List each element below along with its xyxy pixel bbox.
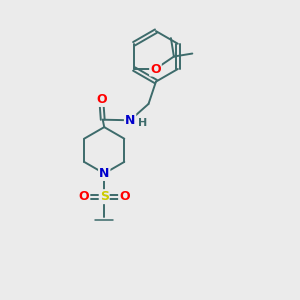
Text: O: O	[119, 190, 130, 203]
Text: O: O	[79, 190, 89, 203]
Text: S: S	[100, 190, 109, 203]
Text: O: O	[150, 62, 161, 76]
Text: N: N	[99, 167, 110, 180]
Text: O: O	[96, 93, 106, 106]
Text: N: N	[125, 114, 135, 127]
Text: H: H	[138, 118, 148, 128]
